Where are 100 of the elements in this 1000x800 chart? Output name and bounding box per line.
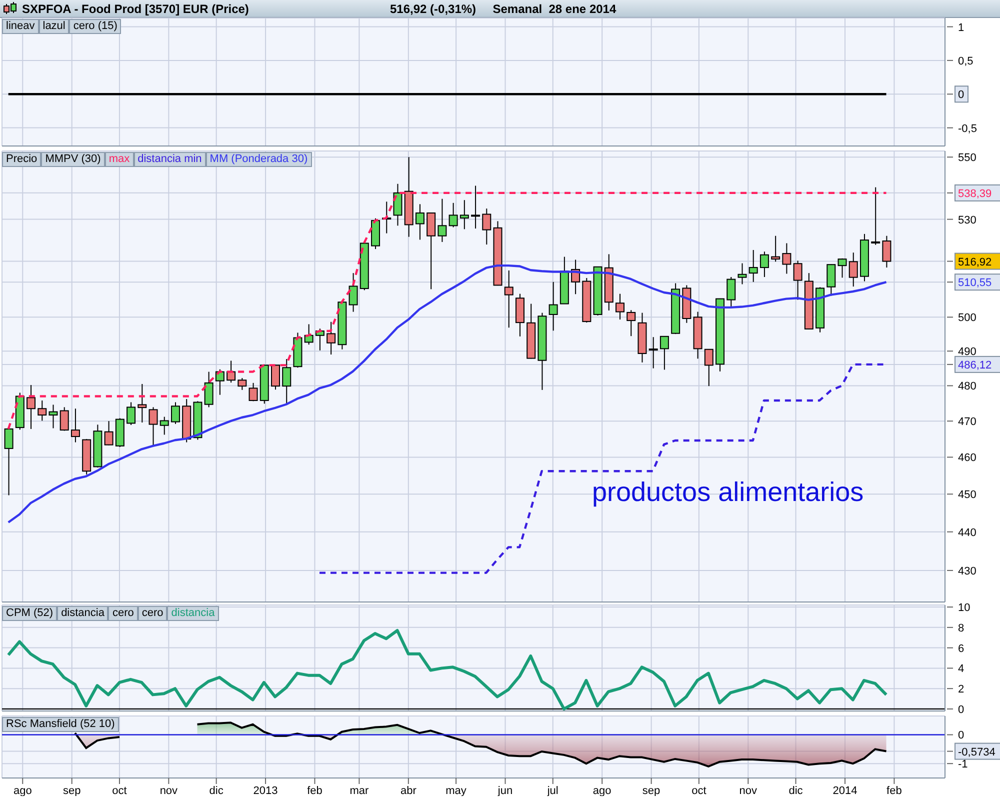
y-tick-label: 470 [958, 416, 976, 428]
candlestick [826, 264, 836, 296]
x-tick-label: may [446, 784, 467, 797]
x-tick-label: abr [400, 784, 417, 797]
y-tick-label: 4 [958, 663, 964, 676]
annotation: cero [108, 606, 138, 621]
y-tick-label: -0,5 [958, 122, 977, 135]
y-tick-label: 2 [958, 684, 964, 696]
candlestick [771, 235, 780, 262]
y-tick-label: 500 [958, 312, 976, 324]
y-tick-label: 480 [958, 380, 976, 393]
candlestick [871, 186, 880, 246]
x-tick-label: jul [546, 784, 558, 797]
candlestick [738, 262, 747, 285]
x-tick-label: 2014 [832, 784, 858, 797]
y-tick-label: 0 [958, 704, 964, 716]
x-tick-label: feb [886, 784, 902, 797]
y-tick-label: 10 [958, 602, 970, 614]
text: distancia [167, 606, 219, 621]
candlestick [793, 260, 802, 300]
candlestick [204, 371, 214, 408]
annotation: distancia [57, 606, 108, 621]
candlestick [704, 348, 714, 387]
candlestick [271, 364, 280, 390]
x-tick-label: nov [160, 784, 178, 797]
x-tick-label: dic [788, 784, 804, 797]
candlestick [70, 408, 80, 443]
x-tick-label: feb [307, 784, 322, 797]
candlestick [615, 293, 624, 320]
y-tick-label: 430 [958, 565, 976, 578]
candlestick [326, 321, 336, 356]
x-tick-label: dic [209, 784, 224, 797]
candlestick [160, 416, 169, 436]
x-tick-label: oct [692, 784, 706, 797]
text: distancia min [134, 152, 206, 167]
candlestick [248, 382, 258, 402]
annotation: cero [138, 606, 168, 621]
y-tick-label: 516,92 [958, 256, 992, 268]
annotation: lineav [2, 19, 39, 34]
candlestick [104, 420, 114, 446]
y-tick-label: 0 [958, 89, 964, 102]
y-tick-label: 538,39 [958, 188, 992, 200]
annotation: MMPV (30) [41, 152, 105, 167]
text: max [104, 152, 134, 167]
y-tick-label: 486,12 [958, 359, 992, 372]
x-tick-label: ago [13, 784, 32, 797]
chart-title: SXPFOA - Food Prod [3570] EUR (Price) [22, 2, 249, 16]
candlestick [471, 185, 480, 230]
x-tick-label: sep [642, 784, 660, 797]
y-tick-label: 490 [958, 346, 976, 358]
candlestick [48, 404, 58, 429]
y-tick-label: 530 [958, 214, 976, 226]
text: MM (Ponderada 30) [206, 152, 312, 167]
candlestick [838, 258, 847, 278]
y-tick-label: 8 [958, 622, 964, 634]
y-tick-label: 550 [958, 152, 976, 164]
candlestick [848, 252, 858, 288]
candlestick [782, 242, 792, 274]
line-series [6, 628, 888, 710]
x-tick-label: ago [592, 784, 612, 797]
candlestick [238, 378, 247, 390]
annotation: lazul [38, 19, 70, 34]
candlestick [748, 250, 758, 282]
x-tick-label: oct [112, 784, 127, 797]
text: productos alimentarios [592, 477, 864, 508]
y-tick-label: 440 [958, 526, 976, 539]
candlestick [504, 270, 514, 328]
candlestick [660, 336, 669, 370]
candlestick [393, 183, 402, 226]
chart-subtitle: 516,92 (-0,31%) Semanal 28 ene 2014 [390, 2, 616, 16]
candlestick [626, 310, 636, 337]
x-tick-label: nov [739, 784, 758, 797]
candlestick [282, 358, 292, 404]
candlestick [4, 428, 14, 496]
y-tick-label: 450 [958, 489, 976, 502]
y-tick-label: 0 [958, 730, 964, 742]
series-label: RSc Mansfield (52 10) [2, 717, 119, 732]
candlestick [426, 212, 436, 290]
candlestick [38, 400, 47, 422]
y-tick-label: 0,5 [958, 55, 974, 68]
y-tick-label: 460 [958, 452, 976, 464]
candlestick [482, 208, 492, 246]
y-tick-label: 6 [958, 642, 964, 655]
candlestick [648, 336, 658, 369]
candlestick [415, 204, 424, 240]
candlestick [26, 384, 36, 430]
y-tick-label: 510,55 [958, 277, 992, 290]
candlestick [170, 402, 180, 424]
x-tick-label: mar [350, 784, 369, 797]
candlestick [138, 383, 147, 424]
candlestick [126, 402, 136, 426]
candlestick [726, 276, 736, 307]
candlestick [438, 198, 447, 242]
candlestick [548, 281, 558, 332]
candlestick [882, 235, 892, 268]
y-tick-label: 1 [958, 22, 964, 34]
x-tick-label: 2013 [253, 784, 278, 797]
y-tick-label: -0,5734 [958, 746, 996, 758]
y-tick-label: -1 [958, 758, 968, 771]
candlestick [60, 406, 69, 432]
